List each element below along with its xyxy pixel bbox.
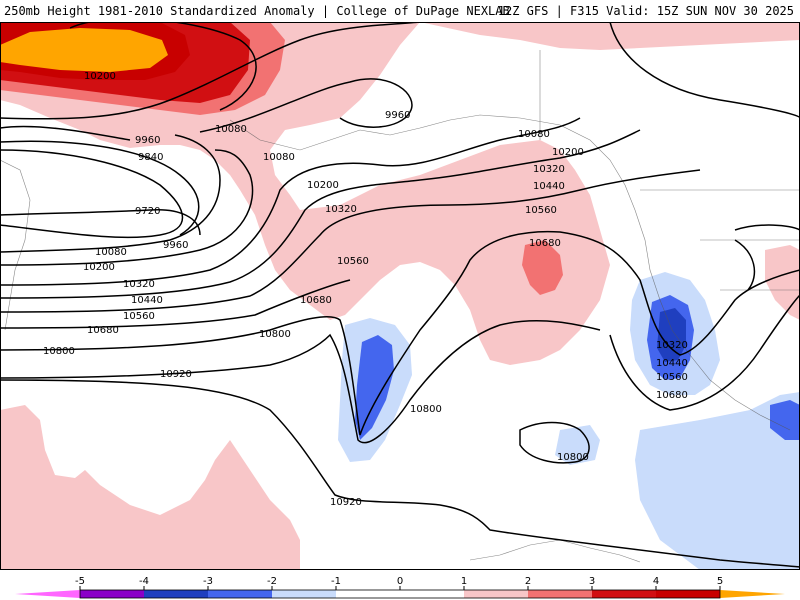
contour-label: 10320 [325,204,357,215]
contour-label: 10080 [215,124,247,135]
contour-label: 10200 [84,71,116,82]
contour-label: 10080 [263,152,295,163]
contour-label: 10320 [533,164,565,175]
colorbar-tick-labels: -5 -4 -3 -2 -1 0 1 2 3 4 5 [75,576,723,587]
contour-labels: 10200 10080 9960 9840 9720 9960 10080 10… [43,71,688,508]
colorbar-tick-label: -5 [75,576,85,587]
contour-label: 10800 [43,346,75,357]
colorbar-tick-label: -3 [203,576,213,587]
colorbar-segment-neg3 [144,590,208,598]
colorbar-tick-label: 1 [461,576,467,587]
anomaly-colorbar: -5 -4 -3 -2 -1 0 1 2 3 4 5 [0,570,800,600]
contour-label: 10920 [330,497,362,508]
height-contours [0,22,800,568]
anomaly-fill-pos5 [0,28,168,72]
colorbar-tick-label: 4 [653,576,659,587]
colorbar-segment-neg4 [80,590,144,598]
contour-label: 10200 [552,147,584,158]
contour-label: 10800 [557,452,589,463]
colorbar-segment-pos5 [720,590,785,598]
coastlines [0,50,800,563]
colorbar-segment-neg2 [208,590,272,598]
colorbar-tick-label: -2 [267,576,277,587]
contour-label: 10560 [656,372,688,383]
contour-label: 9960 [135,135,160,146]
contour-label: 10440 [131,295,163,306]
contour-label: 10560 [337,256,369,267]
colorbar-segment-neg1 [272,590,336,598]
colorbar-segment-zero [336,590,464,598]
colorbar-tick-label: 0 [397,576,403,587]
model-run-valid-time: 12Z GFS | F315 Valid: 15Z SUN NOV 30 202… [497,4,794,18]
colorbar-segment-pos4 [656,590,720,598]
contour-label: 10200 [83,262,115,273]
colorbar-tick-label: 5 [717,576,723,587]
colorbar-ticks [79,586,721,590]
contour-label: 10080 [95,247,127,258]
contour-label: 10440 [656,358,688,369]
contour-label: 10320 [123,279,155,290]
contour-label: 10680 [300,295,332,306]
contour-label: 10560 [123,311,155,322]
contour-label: 10800 [410,404,442,415]
colorbar-segment-neg5 [15,590,80,598]
map-title: 250mb Height 1981-2010 Standardized Anom… [4,4,510,18]
colorbar-tick-label: 3 [589,576,595,587]
anomaly-fill-neg3 [657,308,686,362]
contour-label: 10440 [533,181,565,192]
colorbar-tick-label: 2 [525,576,531,587]
contour-label: 10680 [529,238,561,249]
colorbar-tick-label: -1 [331,576,341,587]
contour-label: 9840 [138,152,163,163]
contour-label: 9720 [135,206,160,217]
contour-label: 10320 [656,340,688,351]
title-bar: 250mb Height 1981-2010 Standardized Anom… [0,0,800,22]
contour-label: 10560 [525,205,557,216]
contour-label: 10920 [160,369,192,380]
contour-label: 10800 [259,329,291,340]
colorbar-tick-label: -4 [139,576,149,587]
contour-label: 10080 [518,129,550,140]
contour-label: 9960 [385,110,410,121]
contour-label: 10200 [307,180,339,191]
colorbar-segments [15,589,785,599]
colorbar-segment-pos1 [464,590,528,598]
colorbar-segment-pos3 [592,590,656,598]
contour-label: 9960 [163,240,188,251]
contour-label: 10680 [87,325,119,336]
colorbar-segment-pos2 [528,590,592,598]
contour-label: 10680 [656,390,688,401]
anomaly-map: 10200 10080 9960 9840 9720 9960 10080 10… [0,22,800,570]
